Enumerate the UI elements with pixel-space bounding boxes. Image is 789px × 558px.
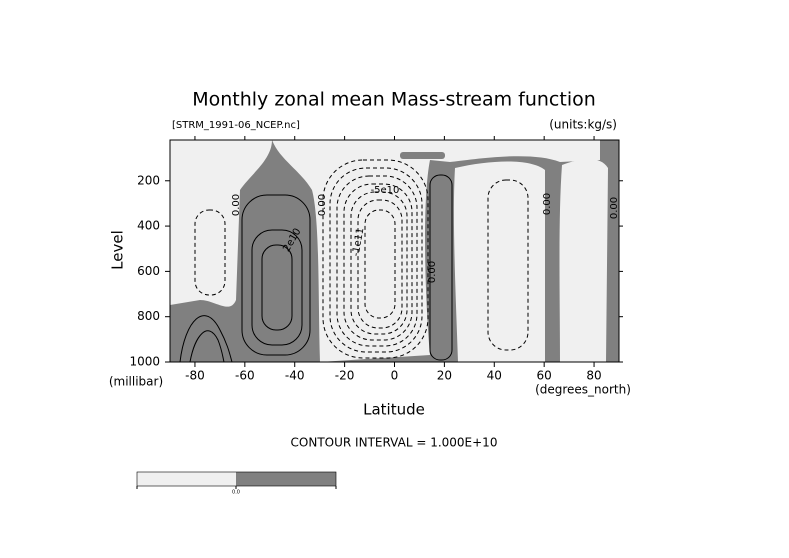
contour-label: 0.00 [427,261,438,283]
y-axis-unit: (millibar) [109,375,163,389]
contour-label: 0.00 [231,194,242,216]
solid-contours [179,174,453,362]
colorbar-label: 0.0 [232,490,240,496]
x-tick-label: 40 [487,369,502,383]
contour-label: -5e10 [371,185,400,196]
negative-region [453,161,545,362]
subtitle: (units:kg/s) [549,118,617,132]
y-tick-label: 800 [137,309,160,323]
negative-region [559,159,608,362]
contour-label: 0.00 [542,193,553,215]
y-tick-label: 1000 [129,355,160,369]
x-axis-label: Latitude [363,401,425,419]
x-tick-label: -80 [185,369,205,383]
contour-field [170,140,619,362]
contour-label: -1e11 [351,227,367,257]
subtitle: [STRM_1991-06_NCEP.nc] [172,120,300,131]
contour-label: 0.00 [317,194,328,216]
dashed-contours [194,159,529,359]
x-axis-unit: (degrees_north) [535,383,631,397]
y-tick-label: 200 [137,173,160,187]
chart-title: Monthly zonal mean Mass-stream function [192,89,596,111]
y-axis-label: Level [109,230,127,270]
colorbar-positive [236,472,336,486]
x-tick-label: -20 [335,369,355,383]
colorbar-negative [137,472,236,486]
x-tick-label: -60 [235,369,255,383]
x-tick-label: 60 [537,369,552,383]
x-tick-label: -40 [285,369,305,383]
x-tick-label: 20 [437,369,452,383]
y-tick-label: 400 [137,219,160,233]
contour-note: CONTOUR INTERVAL = 1.000E+10 [291,436,498,450]
negative-region [272,140,600,362]
positive-region [400,152,445,159]
contour-label: 0.00 [609,197,620,219]
x-tick-label: 80 [586,369,601,383]
y-tick-label: 600 [137,264,160,278]
x-tick-label: 0 [391,369,399,383]
